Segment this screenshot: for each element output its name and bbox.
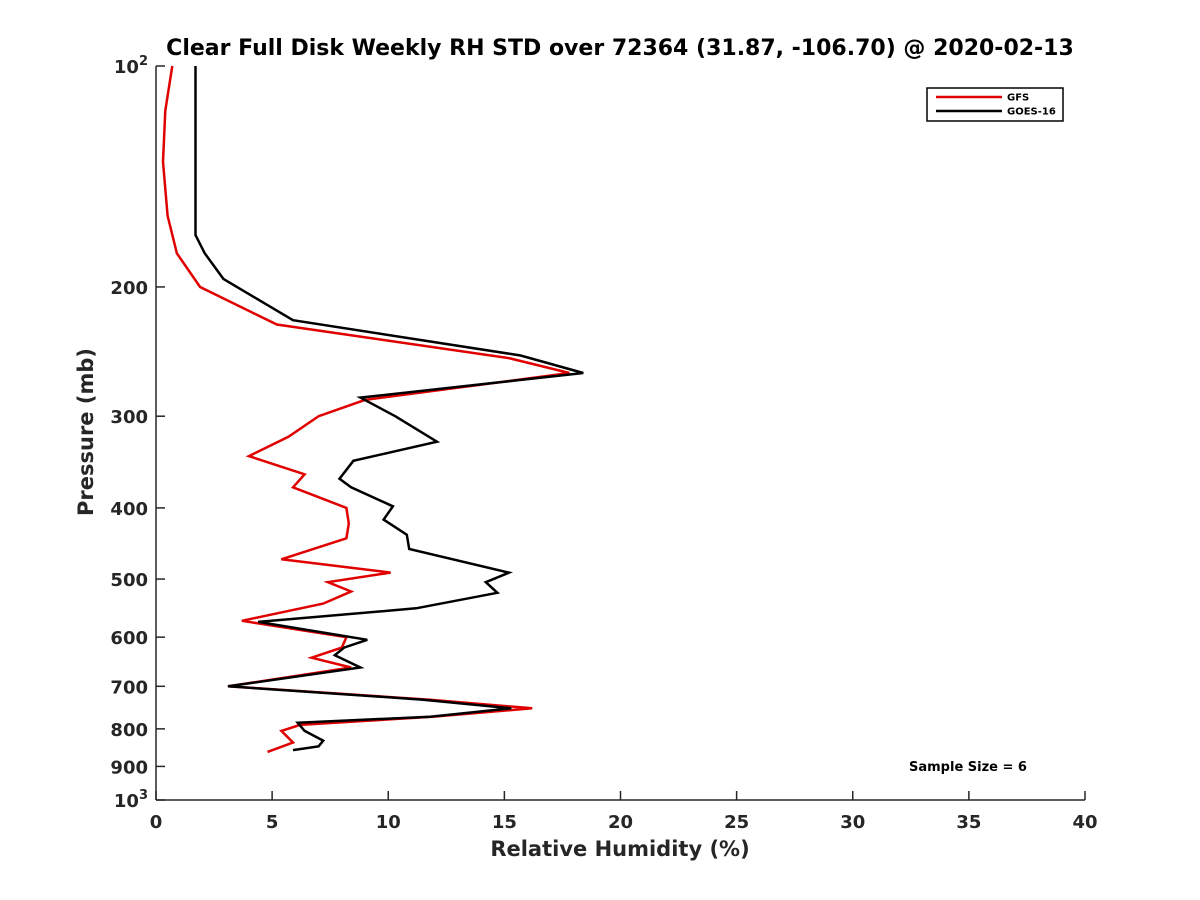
x-axis-label: Relative Humidity (%) <box>490 837 749 861</box>
x-tick-label: 5 <box>266 812 279 833</box>
y-axis-label: Pressure (mb) <box>74 348 98 516</box>
y-tick-label: 600 <box>110 628 148 649</box>
series-group <box>161 65 584 754</box>
legend: GFS GOES-16 <box>926 87 1064 122</box>
y-tick-label: 103 <box>114 788 148 812</box>
y-tick-label: 102 <box>114 54 148 78</box>
chart-title: Clear Full Disk Weekly RH STD over 72364… <box>166 36 1074 61</box>
legend-label-gfs: GFS <box>1007 93 1029 104</box>
x-tick-label: 30 <box>840 812 865 833</box>
x-tick-label: 35 <box>956 812 981 833</box>
y-tick-label: 900 <box>110 757 148 778</box>
y-tick-label: 300 <box>110 407 148 428</box>
x-tick-label: 40 <box>1072 812 1097 833</box>
series-line-gfs <box>161 65 570 754</box>
x-tick-label: 15 <box>492 812 517 833</box>
y-tick-label: 400 <box>110 499 148 520</box>
x-tick-label: 10 <box>376 812 401 833</box>
series-line-goes16 <box>194 66 584 752</box>
y-tick-label: 500 <box>110 570 148 591</box>
y-tick-label: 200 <box>110 278 148 299</box>
legend-box <box>926 87 1064 122</box>
y-tick-label: 800 <box>110 720 148 741</box>
x-tick-label: 25 <box>724 812 749 833</box>
sample-size-annotation: Sample Size = 6 <box>909 760 1027 775</box>
legend-label-goes16: GOES-16 <box>1007 107 1056 118</box>
x-tick-label: 0 <box>150 812 163 833</box>
x-axis-ticks: 0 5 10 15 20 25 30 35 40 <box>150 791 1098 833</box>
x-tick-label: 20 <box>608 812 633 833</box>
y-tick-label: 700 <box>110 677 148 698</box>
y-axis-ticks: 102 200 300 400 500 600 700 800 900 103 <box>110 54 165 812</box>
